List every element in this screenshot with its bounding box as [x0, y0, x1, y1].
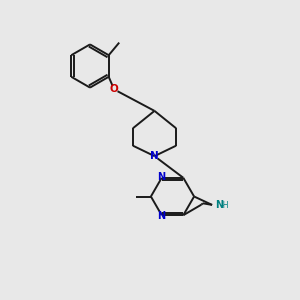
Text: -H: -H — [221, 201, 230, 210]
Text: N: N — [214, 200, 223, 210]
Text: N: N — [157, 211, 165, 221]
Text: N: N — [150, 151, 159, 161]
Text: O: O — [110, 84, 118, 94]
Text: N: N — [157, 172, 166, 182]
